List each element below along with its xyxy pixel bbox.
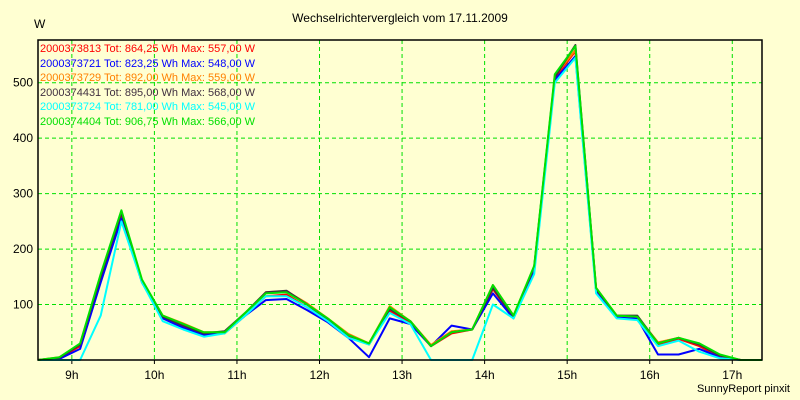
plot-border [37, 39, 763, 361]
y-tick-label: 200 [13, 242, 33, 256]
series-line-2000374404 [37, 45, 762, 361]
y-tick-label: 400 [13, 131, 33, 145]
legend-entry: 2000374404 Tot: 906,75 Wh Max: 566,00 W [40, 115, 256, 128]
y-tick-label: 300 [13, 187, 33, 201]
x-tick-label: 10h [144, 368, 164, 382]
y-tick-label: 500 [13, 76, 33, 90]
legend-entry: 2000374431 Tot: 895,00 Wh Max: 568,00 W [40, 86, 256, 99]
series-line-2000373724 [38, 56, 762, 361]
chart-title: Wechselrichtervergleich vom 17.11.2009 [292, 11, 508, 25]
y-tick-label: 100 [13, 298, 33, 312]
x-tick-label: 11h [227, 368, 246, 382]
legend-entry: 2000373729 Tot: 892,00 Wh Max: 559,00 W [40, 72, 256, 84]
legend-entry: 2000373813 Tot: 864,25 Wh Max: 557,00 W [40, 43, 256, 55]
footer-credit: SunnyReport pinxit [697, 383, 790, 395]
x-tick-label: 12h [309, 368, 329, 382]
x-tick-label: 13h [392, 368, 412, 382]
x-tick-label: 14h [475, 368, 495, 382]
x-tick-label: 15h [557, 368, 577, 382]
legend-entry: 2000373724 Tot: 781,00 Wh Max: 545,00 W [40, 101, 256, 113]
legend-entry: 2000373721 Tot: 823,25 Wh Max: 548,00 W [40, 57, 256, 70]
y-axis-label: W [34, 17, 46, 31]
x-tick-label: 16h [640, 368, 660, 382]
legend: 2000373813 Tot: 864,25 Wh Max: 557,00 W … [40, 42, 255, 129]
x-tick-label: 17h [722, 368, 742, 382]
x-tick-label: 9h [65, 368, 78, 382]
